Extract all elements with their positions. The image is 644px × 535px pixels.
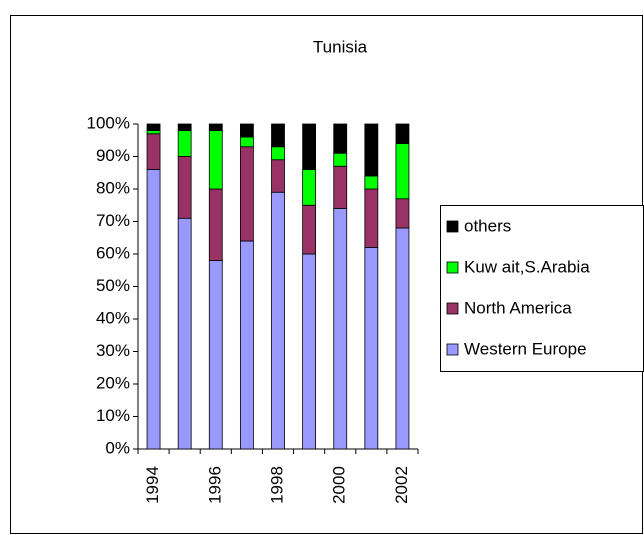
y-tick-label: 0%: [105, 438, 130, 457]
bar-segment: [302, 253, 317, 450]
bar-segment: [146, 130, 161, 135]
bar-segment: [208, 123, 223, 131]
x-tick-label: 1994: [143, 466, 162, 504]
bar-segment: [146, 133, 161, 170]
bar-segment: [177, 156, 192, 219]
bar-segment: [333, 152, 348, 167]
y-tick-label: 100%: [87, 113, 130, 132]
bar-segment: [271, 159, 285, 193]
legend-swatch: [446, 343, 459, 356]
bar-segment: [364, 188, 379, 248]
y-tick-label: 30%: [96, 341, 130, 360]
bar-segment: [208, 260, 223, 450]
chart-title: Tunisia: [313, 37, 368, 56]
bar-segment: [239, 136, 254, 148]
bar-segment: [208, 130, 223, 190]
bar-segment: [364, 123, 379, 177]
bar-segment: [395, 123, 410, 144]
bar-segment: [146, 123, 161, 131]
legend-box: [440, 205, 644, 372]
x-tick-label: 1996: [205, 466, 224, 504]
bar-segment: [333, 208, 348, 450]
x-tick-label: 2000: [330, 466, 349, 504]
y-tick-label: 70%: [96, 211, 130, 230]
y-tick-label: 60%: [96, 243, 130, 262]
bar-segment: [239, 123, 254, 138]
bar-segment: [364, 247, 379, 450]
bar-segment: [302, 169, 317, 206]
bar-segment: [177, 217, 192, 450]
legend-label: North America: [464, 298, 572, 317]
bar-segment: [271, 191, 285, 450]
bar-segment: [239, 146, 254, 242]
bar-segment: [395, 198, 410, 229]
y-tick-label: 50%: [96, 276, 130, 295]
legend-label: Western Europe: [464, 339, 587, 358]
bar-segment: [333, 123, 348, 154]
y-tick-label: 80%: [96, 178, 130, 197]
legend-label: others: [464, 216, 511, 235]
bar-segment: [146, 169, 161, 450]
y-tick-label: 40%: [96, 308, 130, 327]
bar-segment: [395, 143, 410, 200]
bar-segment: [239, 240, 254, 450]
y-tick-label: 10%: [96, 406, 130, 425]
legend-swatch: [446, 220, 459, 233]
bar-segment: [271, 123, 285, 148]
bar-segment: [208, 188, 223, 261]
bar-segment: [302, 123, 317, 170]
legend-label: Kuw ait,S.Arabia: [464, 257, 590, 276]
x-tick-label: 2002: [392, 466, 411, 504]
bar-segment: [395, 227, 410, 450]
y-tick-label: 90%: [96, 146, 130, 165]
legend-swatch: [446, 302, 459, 315]
bar-segment: [177, 123, 192, 131]
bar-segment: [177, 130, 192, 157]
x-tick-label: 1998: [267, 466, 286, 504]
y-tick-label: 20%: [96, 373, 130, 392]
legend-swatch: [446, 261, 459, 274]
bar-segment: [302, 204, 317, 255]
bar-segment: [364, 175, 379, 190]
bar-segment: [271, 146, 285, 161]
bar-segment: [333, 165, 348, 209]
